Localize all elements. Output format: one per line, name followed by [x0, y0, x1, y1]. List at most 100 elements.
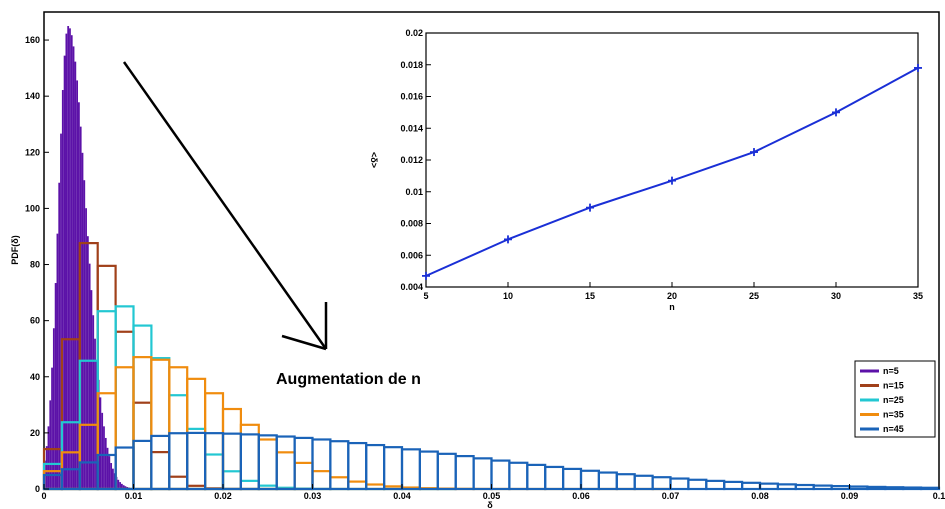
- histogram-bar: [221, 470, 242, 491]
- histogram-bar: [74, 61, 77, 490]
- histogram-bar: [651, 476, 672, 491]
- histogram-bar: [90, 290, 93, 489]
- histogram-bar: [204, 453, 225, 491]
- inset-y-tick-label: 0.018: [400, 60, 423, 70]
- histogram-bar: [365, 443, 386, 491]
- histogram-bar: [311, 470, 332, 491]
- histogram-bar: [490, 459, 511, 491]
- inset-x-tick-label: 10: [503, 291, 513, 301]
- histogram-bar: [99, 397, 102, 489]
- histogram-bar: [740, 481, 762, 491]
- histogram-bar: [168, 394, 189, 491]
- main-x-axis-label: δ: [487, 500, 493, 509]
- main-x-tick-label: 0.04: [393, 491, 411, 501]
- histogram-bar: [902, 486, 923, 491]
- histogram-bar: [85, 208, 87, 489]
- inset-y-tick-label: 0.02: [405, 28, 423, 38]
- main-y-tick-label: 40: [30, 372, 40, 382]
- inset-x-tick-label: 35: [913, 291, 923, 301]
- inset-line-series: [422, 63, 922, 280]
- histogram-bar: [257, 438, 278, 491]
- inset-data-point: [504, 235, 512, 244]
- inset-x-axis-label: n: [669, 302, 675, 312]
- main-y-tick-label: 120: [25, 147, 40, 157]
- inset-data-point: [750, 148, 758, 157]
- inset-x-tick-label: 15: [585, 291, 595, 301]
- inset-x-tick-label: 5: [423, 291, 428, 301]
- inset-chart: 5 10 15 20 25 30 35 0.004 0.006 0.008 0.01 0.012 0.0…: [369, 14, 926, 326]
- histogram-bar: [186, 427, 207, 491]
- histogram-bar: [204, 432, 225, 491]
- histogram-bar: [311, 438, 332, 491]
- histogram-bar: [86, 236, 89, 489]
- inset-y-tick-label: 0.012: [400, 155, 423, 165]
- inset-y-tick-label: 0.016: [400, 92, 423, 102]
- inset-y-tick-label: 0.008: [400, 219, 423, 229]
- legend-label: n=5: [883, 366, 899, 376]
- main-y-tick-label: 160: [25, 35, 40, 45]
- main-x-tick-label: 0.07: [662, 491, 680, 501]
- inset-data-point: [422, 271, 430, 280]
- histogram-bar: [69, 28, 71, 489]
- histogram-bar: [579, 469, 600, 491]
- histogram-bar: [794, 483, 815, 491]
- main-axis-ticks: 0 0.01 0.02 0.03 0.04 0.05 0.06 0.07 0.08 0.09 0.1…: [25, 35, 945, 501]
- histogram-bar: [63, 55, 66, 490]
- inset-y-tick-label: 0.006: [400, 250, 423, 260]
- histogram-bar: [221, 432, 242, 491]
- main-y-tick-label: 140: [25, 91, 40, 101]
- legend-label: n=15: [883, 381, 904, 391]
- histogram-bar: [124, 486, 127, 489]
- histogram-bar: [436, 452, 457, 491]
- histogram-bar: [150, 357, 171, 491]
- main-x-tick-label: 0.03: [304, 491, 322, 501]
- histogram-bar: [848, 485, 869, 491]
- legend-label: n=25: [883, 395, 904, 405]
- histogram-bar: [101, 412, 104, 489]
- histogram-bar: [454, 454, 475, 491]
- main-histograms: [42, 26, 941, 491]
- histogram-bar: [472, 457, 493, 491]
- main-x-tick-label: 0: [41, 491, 46, 501]
- histogram-bar: [103, 426, 105, 489]
- histogram-bar: [132, 401, 153, 491]
- histogram-bar: [168, 366, 189, 491]
- histogram-bar: [132, 324, 153, 491]
- histogram-bar: [117, 479, 120, 489]
- histogram-bar: [221, 407, 242, 491]
- main-y-axis-label: PDF(δ): [10, 235, 20, 264]
- histogram-bar: [919, 486, 941, 491]
- histogram-bar: [112, 468, 114, 489]
- histogram-bar: [400, 448, 421, 491]
- histogram-bar: [54, 283, 57, 489]
- main-x-tick-label: 0.1: [933, 491, 945, 501]
- main-y-tick-label: 0: [35, 484, 40, 494]
- histogram-bar: [88, 263, 91, 489]
- histogram-bar: [114, 366, 135, 491]
- histogram-bar: [723, 480, 744, 491]
- histogram-series: [42, 431, 941, 491]
- histogram-bar: [776, 483, 797, 491]
- main-x-tick-label: 0.09: [841, 491, 859, 501]
- histogram-bar: [204, 392, 225, 491]
- histogram-bar: [70, 35, 73, 490]
- histogram-bar: [329, 440, 350, 491]
- histogram-bar: [104, 437, 107, 489]
- histogram-bar: [669, 477, 690, 491]
- inset-axis-ticks: 5 10 15 20 25 30 35 0.004 0.006 0.008 0.01 0.012 0.0…: [400, 28, 923, 301]
- histogram-bar: [508, 461, 529, 491]
- histogram-bar: [150, 358, 171, 491]
- histogram-bar: [239, 479, 260, 491]
- inset-y-tick-label: 0.01: [405, 187, 423, 197]
- histogram-bar: [758, 482, 779, 491]
- histogram-bar: [92, 315, 95, 489]
- histogram-bar: [56, 233, 59, 489]
- histogram-bar: [51, 367, 53, 489]
- histogram-bar: [72, 46, 75, 490]
- histogram-bar: [544, 465, 565, 491]
- histogram-bar: [257, 434, 278, 491]
- histogram-bar: [106, 447, 109, 489]
- main-y-tick-label: 60: [30, 316, 40, 326]
- inset-y-tick-label: 0.004: [400, 282, 423, 292]
